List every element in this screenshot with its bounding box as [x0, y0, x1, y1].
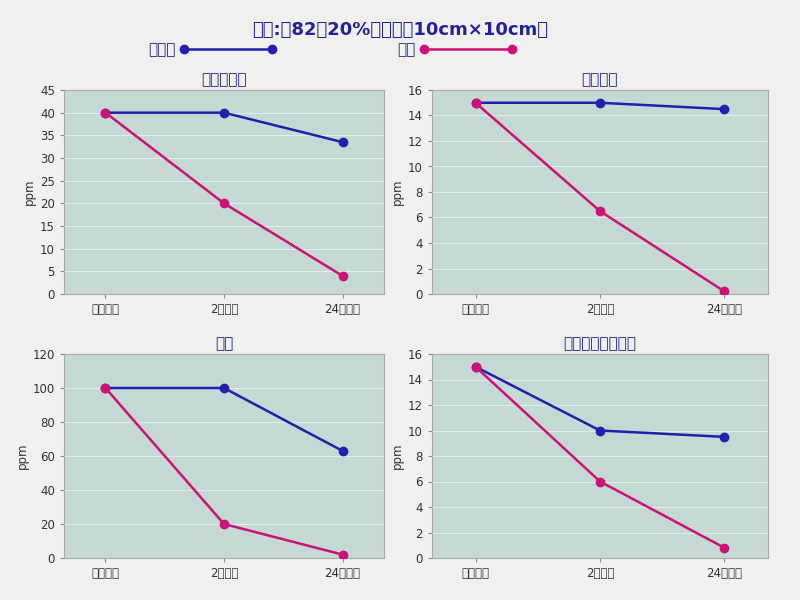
- Title: 硫化水素: 硫化水素: [582, 73, 618, 88]
- Title: アンモニア: アンモニア: [201, 73, 247, 88]
- Y-axis label: ppm: ppm: [15, 443, 29, 469]
- Text: 空試験: 空試験: [149, 41, 176, 56]
- Y-axis label: ppm: ppm: [23, 179, 36, 205]
- Text: 試料: 試料: [398, 41, 416, 56]
- Text: 試料:炇82濃20%の敷物（10cm×10cm）: 試料:炇82濃20%の敷物（10cm×10cm）: [252, 21, 548, 39]
- Y-axis label: ppm: ppm: [391, 179, 404, 205]
- Title: ホルムアルデヒド: ホルムアルデヒド: [563, 337, 637, 352]
- Title: 酢酸: 酢酸: [215, 337, 233, 352]
- Y-axis label: ppm: ppm: [391, 443, 404, 469]
